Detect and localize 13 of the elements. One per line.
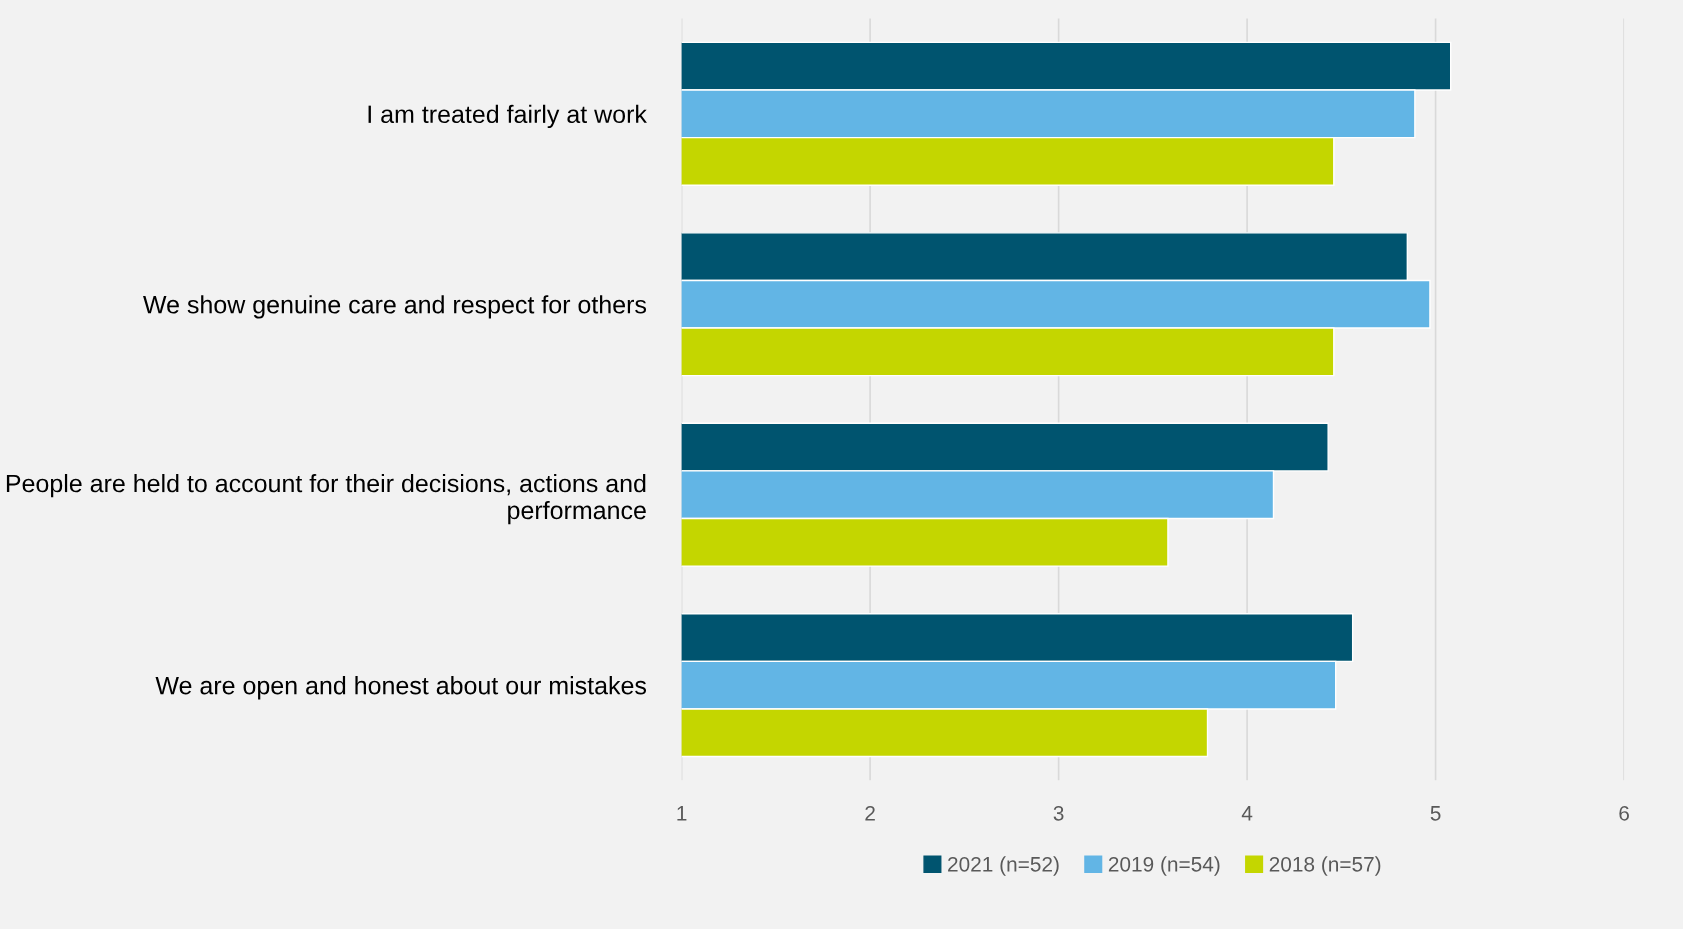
x-tick-label: 6 [1619,805,1629,821]
x-tick-label: 3 [1053,805,1064,821]
x-tick-label: 4 [1241,806,1253,821]
y-tick-label: We are open and honest about our mistakes [155,676,647,700]
x-tick-label: 5 [1430,806,1441,821]
x-tick-label: 2 [865,805,875,821]
legend-label: 2018 (n=57) [1269,856,1381,876]
legend-label: 2021 (n=52) [948,856,1059,876]
y-tick-label: People are held to account for their decisions, actions and performance [6,473,646,525]
y-tick-label: We show genuine care and respect for others [143,295,647,319]
legend-label: 2019 (n=54) [1108,856,1220,876]
x-tick-label: 1 [677,806,687,821]
y-tick-label: I am treated fairly at work [368,104,647,129]
